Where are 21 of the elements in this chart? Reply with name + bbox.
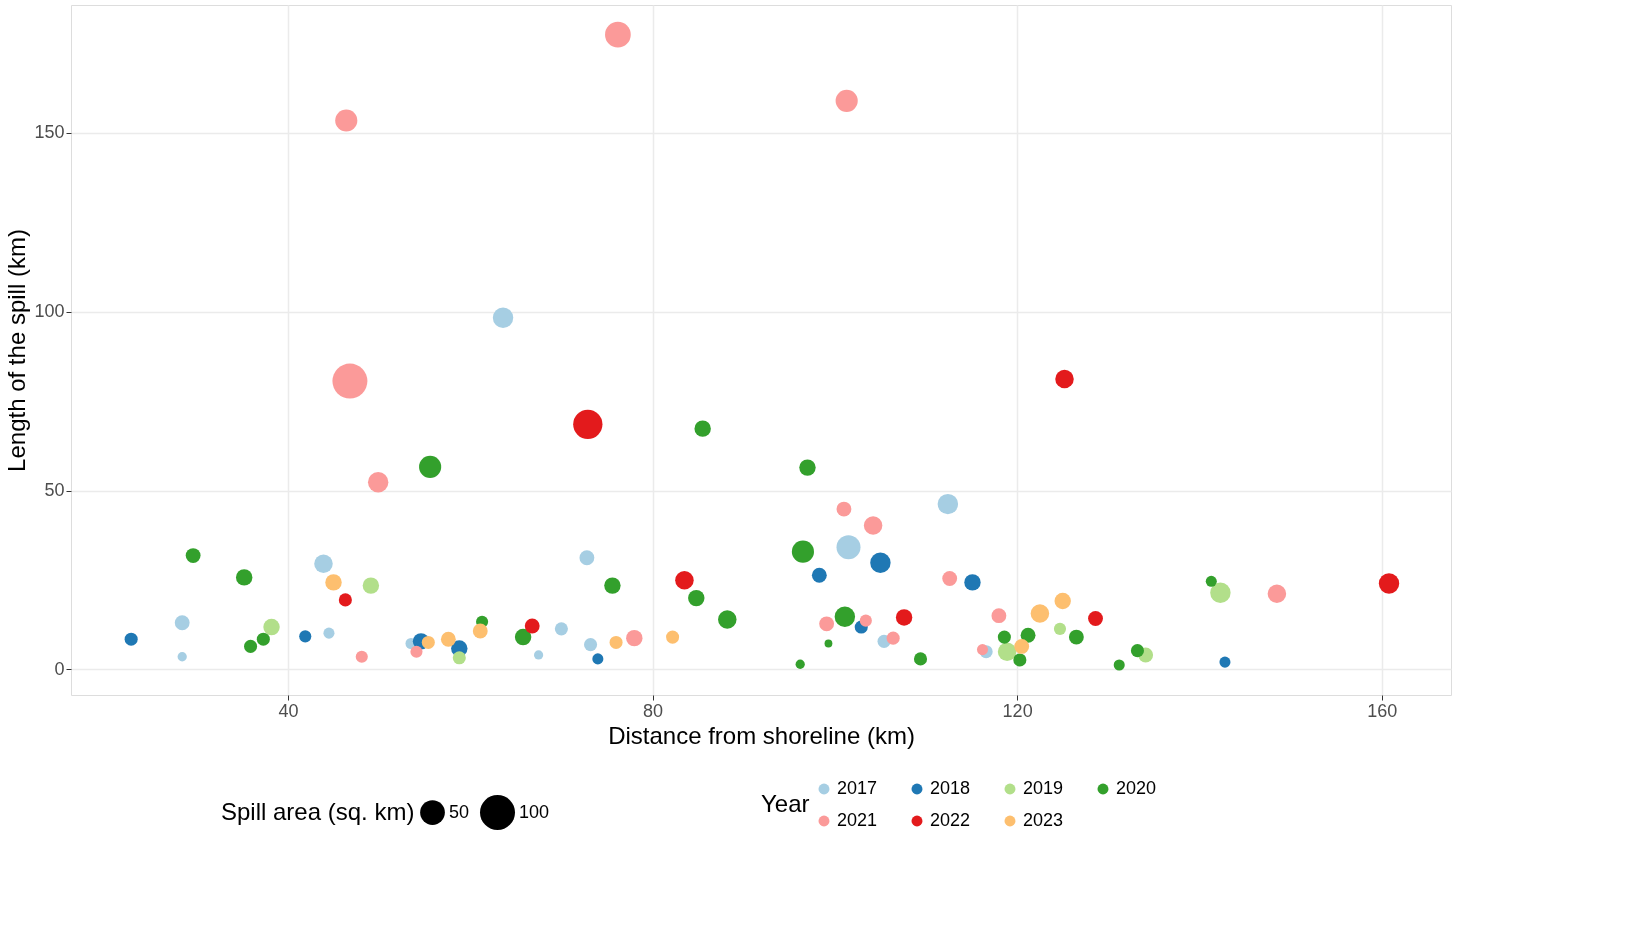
legend-label: 2017: [837, 778, 878, 798]
x-tick-label: 80: [643, 700, 664, 721]
legend-label: 2019: [1023, 778, 1064, 798]
text: Spill area (sq. km): [221, 798, 415, 825]
legend-label: 2020: [1116, 778, 1157, 798]
legend-label: 2021: [837, 810, 878, 830]
y-tick-label: 50: [44, 480, 65, 500]
y-axis-title: Length of the spill (km): [3, 229, 31, 472]
legend-label: 2023: [1023, 810, 1064, 830]
y-tick-label: 0: [54, 658, 65, 679]
legend-label: 100: [519, 801, 550, 822]
x-axis-title: Distance from shoreline (km): [608, 721, 915, 749]
legend-title: Year: [761, 790, 810, 817]
x-tick-label: 120: [1002, 700, 1033, 721]
x-tick-label: 40: [278, 700, 299, 721]
legend-label: 2022: [930, 810, 971, 830]
y-tick-label: 150: [34, 122, 65, 143]
legend-label: 50: [449, 801, 470, 822]
y-tick-label: 100: [34, 301, 65, 322]
x-tick-label: 160: [1367, 700, 1398, 721]
legend-label: 2018: [930, 778, 971, 798]
